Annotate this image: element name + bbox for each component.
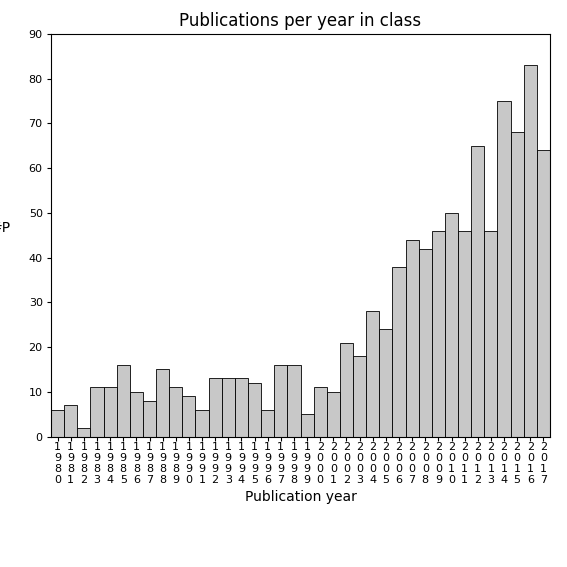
Bar (301, 414, 314, 437)
Bar (51, 410, 64, 437)
Bar (130, 392, 143, 437)
Bar (366, 311, 379, 437)
Bar (445, 213, 458, 437)
Bar (392, 266, 405, 437)
Bar (64, 405, 77, 437)
Y-axis label: #P: #P (0, 221, 11, 235)
Bar (418, 249, 432, 437)
Bar (379, 329, 392, 437)
Bar (432, 231, 445, 437)
Bar (327, 392, 340, 437)
Bar (314, 387, 327, 437)
Bar (353, 356, 366, 437)
Bar (274, 365, 287, 437)
Bar (537, 150, 550, 437)
Bar (104, 387, 117, 437)
X-axis label: Publication year: Publication year (244, 490, 357, 504)
Bar (458, 231, 471, 437)
Bar (287, 365, 301, 437)
Bar (405, 240, 418, 437)
Bar (143, 401, 156, 437)
Bar (183, 396, 196, 437)
Bar (169, 387, 183, 437)
Bar (117, 365, 130, 437)
Bar (524, 65, 537, 437)
Bar (156, 370, 169, 437)
Bar (261, 410, 274, 437)
Bar (196, 410, 209, 437)
Title: Publications per year in class: Publications per year in class (179, 12, 422, 29)
Bar (77, 428, 90, 437)
Bar (209, 378, 222, 437)
Bar (340, 342, 353, 437)
Bar (471, 146, 484, 437)
Bar (497, 101, 511, 437)
Bar (484, 231, 497, 437)
Bar (90, 387, 104, 437)
Bar (511, 133, 524, 437)
Bar (222, 378, 235, 437)
Bar (248, 383, 261, 437)
Bar (235, 378, 248, 437)
